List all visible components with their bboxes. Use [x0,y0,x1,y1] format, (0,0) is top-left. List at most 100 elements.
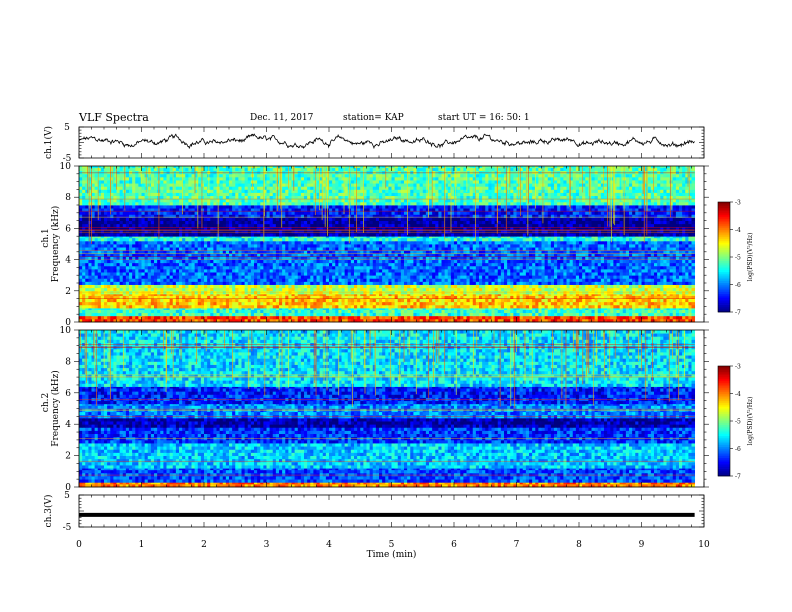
spectrogram-cell [419,268,424,273]
spectrogram-cell [154,304,158,309]
spectrogram-cell [466,304,471,309]
spectrogram-cell [107,309,111,314]
spectrogram-cell [435,278,439,282]
spectrogram-cell [388,290,392,295]
spectrogram-cell [554,287,558,292]
spectrogram-cell [613,312,617,317]
spectrogram-cell [125,315,130,320]
spectrogram-cell [435,265,439,270]
spectrogram-cell [379,312,383,317]
spectrogram-cell [679,287,683,292]
spectrogram-cell [204,247,208,251]
spectrogram-cell [510,290,514,295]
spectrogram-cell [616,301,621,306]
spectrogram-cell [654,284,658,289]
spectrogram-cell [291,295,296,299]
spectrogram-cell [450,278,455,282]
spectrogram-cell [232,318,236,323]
spectrogram-cell [313,284,317,289]
spectrogram-cell [329,298,333,303]
spectrogram-cell [144,262,149,267]
spectrogram-cell [197,295,202,299]
spectrogram-cell [654,259,658,264]
spectrogram-cell [357,293,361,296]
spectrogram-cell [291,287,296,292]
spectrogram-cell [294,278,299,282]
spectrogram-cell [332,301,336,306]
spectrogram-cell [97,281,102,285]
spectrogram-cell [538,304,542,309]
spectrogram-cell [538,309,542,314]
spectrogram-cell [335,293,339,296]
spectrogram-cell [210,259,214,264]
spectrogram-cell [488,256,492,260]
spectrogram-cell [679,265,683,270]
spectrogram-cell [329,287,333,292]
spectrogram-cell [304,304,308,309]
spectrogram-cell [232,307,236,310]
spectrogram-cell [110,295,114,299]
spectrogram-cell [247,301,252,306]
spectrogram-cell [444,259,449,264]
spectrogram-cell [632,262,636,267]
spectrogram-cell [519,290,524,295]
spectrogram-cell [91,281,96,285]
spectrogram-cell [597,259,602,264]
spectrogram-cell [254,295,258,299]
spectrogram-cell [85,268,89,273]
spectrogram-cell [172,278,177,282]
spectrogram-cell [616,265,621,270]
spectrogram-cell [538,253,542,257]
spectrogram-cell [135,247,139,251]
spectrogram-cell [307,284,311,289]
spectrogram-cell [97,262,102,267]
spectrogram-cell [94,278,99,282]
spectrogram-cell [425,309,430,314]
spectrogram-cell [204,315,208,320]
spectrogram-cell [419,301,424,306]
spectrogram-cell [304,256,308,260]
spectrogram-cell [594,284,599,289]
spectrogram-cell [635,293,639,296]
spectrogram-cell [588,265,592,270]
spectrogram-cell [572,281,577,285]
spectrogram-cell [691,259,696,264]
spectrogram-cell [175,309,180,314]
spectrogram-cell [138,287,142,292]
spectrogram-cell [88,262,92,267]
spectrogram-cell [404,281,408,285]
spectrogram-cell [210,304,214,309]
spectrogram-cell [425,293,430,296]
spectrogram-cell [650,318,655,323]
spectrogram-cell [275,256,280,260]
spectrogram-cell [557,275,561,279]
spectrogram-cell [619,304,624,309]
spectrogram-cell [572,256,577,260]
spectrogram-cell [616,262,621,267]
spectrogram-cell [210,295,214,299]
spectrogram-cell [560,290,564,295]
spectrogram-cell [547,281,552,285]
spectrogram-cell [410,281,414,285]
spectrogram-cell [369,307,374,310]
spectrogram-cell [607,318,611,323]
spectrogram-cell [513,278,517,282]
spectrogram-cell [591,309,596,314]
spectrogram-cell [191,281,196,285]
spectrogram-cell [194,281,199,285]
spectrogram-cell [482,265,486,270]
spectrogram-cell [475,318,480,323]
spectrogram-cell [454,312,458,317]
spectrogram-cell [319,268,324,273]
spectrogram-cell [482,295,486,299]
spectrogram-cell [507,281,511,285]
spectrogram-cell [172,256,177,260]
spectrogram-cell [247,253,252,257]
spectrogram-cell [125,318,130,323]
spectrogram-cell [485,265,489,270]
spectrogram-cell [144,284,149,289]
spectrogram-cell [685,265,689,270]
spectrogram-cell [350,312,355,317]
spectrogram-cell [366,281,371,285]
spectrogram-cell [550,290,555,295]
